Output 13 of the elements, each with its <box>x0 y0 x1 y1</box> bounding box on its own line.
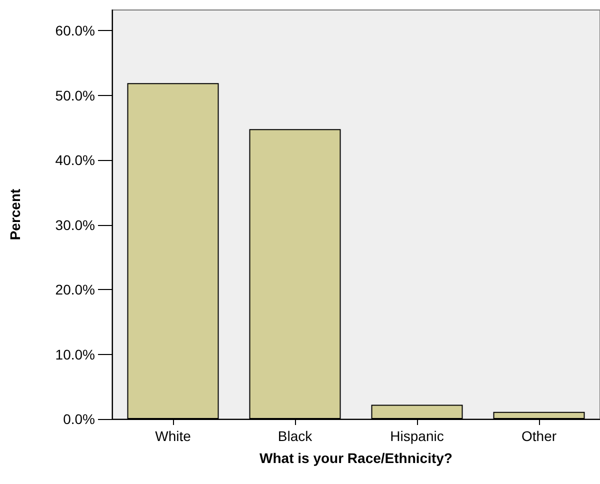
y-axis-title: Percent <box>7 188 23 240</box>
y-tick-label: 30.0% <box>55 216 95 233</box>
y-tick-label: 60.0% <box>55 22 95 39</box>
y-tick-label: 50.0% <box>55 87 95 104</box>
x-tick-label: White <box>155 428 192 444</box>
x-tick-label: Other <box>521 428 557 444</box>
y-tick-label: 20.0% <box>55 282 95 298</box>
x-tick-label: Black <box>278 428 314 444</box>
y-tick-label: 0.0% <box>63 411 95 427</box>
y-tick-label: 10.0% <box>55 346 95 362</box>
x-tick-label: Hispanic <box>390 428 444 444</box>
y-tick-label: 40.0% <box>55 152 95 168</box>
x-axis-title: What is your Race/Ethnicity? <box>260 450 452 466</box>
